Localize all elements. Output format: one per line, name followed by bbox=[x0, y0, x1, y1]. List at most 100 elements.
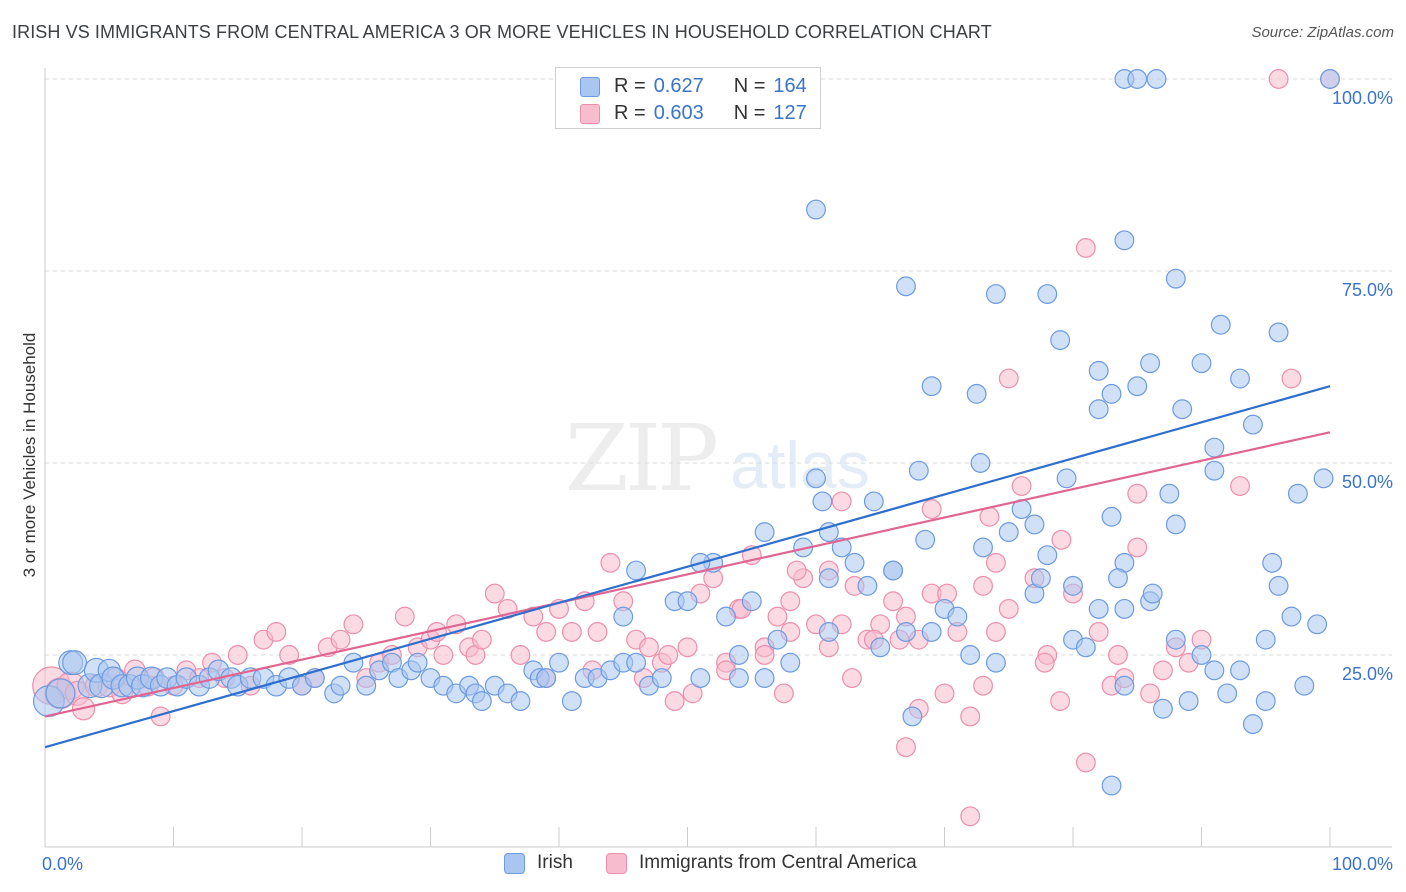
central-america-point bbox=[484, 583, 505, 604]
irish-point bbox=[1114, 230, 1135, 251]
central-america-trend-line bbox=[44, 431, 1331, 718]
irish-point bbox=[651, 668, 672, 688]
irish-point bbox=[754, 522, 775, 543]
r-label: R = bbox=[614, 102, 646, 124]
central-america-point bbox=[1108, 645, 1128, 665]
irish-point bbox=[1127, 69, 1148, 89]
central-america-point bbox=[1140, 683, 1161, 704]
irish-point bbox=[966, 383, 987, 404]
irish-point bbox=[1050, 330, 1071, 351]
irish-legend-label: Irish bbox=[537, 852, 573, 873]
irish-point bbox=[1191, 353, 1212, 374]
tick-labels: 25.0% 50.0% 75.0% 100.0% 0.0% 100.0% bbox=[42, 88, 1393, 874]
irish-point bbox=[870, 637, 891, 658]
irish-point bbox=[1262, 552, 1283, 573]
central-america-point bbox=[973, 575, 994, 596]
irish-point bbox=[1268, 322, 1289, 343]
grid-lines bbox=[45, 78, 1392, 656]
central-america-point bbox=[1127, 483, 1148, 504]
irish-r-value: 0.627 bbox=[653, 75, 704, 97]
irish-point bbox=[818, 622, 839, 642]
irish-point bbox=[921, 622, 942, 642]
y-axis-title: 3 or more Vehicles in Household bbox=[20, 332, 39, 578]
chart-title: IRISH VS IMMIGRANTS FROM CENTRAL AMERICA… bbox=[12, 22, 992, 42]
irish-point bbox=[1056, 468, 1077, 489]
central-america-point bbox=[1011, 476, 1032, 496]
central-america-r-value: 0.603 bbox=[653, 102, 704, 124]
irish-point bbox=[1178, 691, 1199, 712]
central-america-point bbox=[536, 622, 557, 642]
irish-point bbox=[1024, 514, 1045, 535]
central-america-point bbox=[1152, 660, 1173, 681]
irish-point bbox=[549, 652, 569, 673]
irish-point bbox=[1242, 714, 1263, 735]
irish-point bbox=[613, 606, 634, 627]
legend-row-central-america: R = 0.603 N = 127 bbox=[580, 102, 853, 125]
irish-point bbox=[970, 453, 991, 473]
central-america-point bbox=[561, 622, 582, 642]
central-america-point bbox=[677, 637, 698, 658]
central-america-point bbox=[979, 506, 1000, 527]
central-america-point bbox=[1281, 368, 1302, 389]
irish-point bbox=[896, 622, 916, 642]
irish-point bbox=[998, 522, 1019, 543]
irish-point bbox=[1146, 69, 1167, 89]
central-america-point bbox=[780, 591, 801, 612]
central-america-point bbox=[754, 645, 775, 665]
central-america-point bbox=[773, 683, 794, 704]
irish-point bbox=[356, 675, 377, 696]
irish-point bbox=[754, 668, 775, 688]
n-label: N = bbox=[733, 102, 766, 124]
y-tick-label: 25.0% bbox=[1342, 664, 1393, 684]
irish-point bbox=[1159, 483, 1180, 504]
central-america-point bbox=[639, 637, 659, 658]
central-america-point bbox=[510, 645, 531, 665]
central-america-point bbox=[998, 598, 1019, 619]
irish-legend-swatch bbox=[504, 852, 525, 874]
central-america-point bbox=[266, 622, 287, 642]
central-america-point bbox=[1075, 238, 1096, 258]
central-america-point bbox=[394, 606, 415, 627]
irish-point bbox=[330, 675, 351, 696]
irish-point bbox=[857, 575, 878, 596]
irish-point bbox=[1210, 314, 1231, 335]
central-america-point bbox=[985, 552, 1006, 573]
central-america-point bbox=[1268, 69, 1289, 89]
legend-item-irish[interactable]: Irish bbox=[504, 852, 573, 874]
irish-point bbox=[1230, 368, 1251, 389]
legend-item-central-america[interactable]: Immigrants from Central America bbox=[606, 852, 917, 874]
irish-point bbox=[1204, 660, 1225, 681]
irish-point bbox=[985, 652, 1006, 673]
irish-point bbox=[844, 552, 865, 573]
irish-point bbox=[1255, 691, 1276, 712]
irish-point bbox=[806, 199, 826, 220]
r-label: R = bbox=[614, 75, 646, 97]
irish-point bbox=[973, 537, 994, 558]
central-america-point bbox=[842, 668, 862, 688]
irish-point bbox=[741, 591, 762, 612]
central-america-point bbox=[960, 706, 981, 727]
irish-point bbox=[1217, 683, 1238, 704]
trend-lines bbox=[44, 385, 1331, 749]
central-america-swatch bbox=[580, 103, 600, 124]
irish-point bbox=[510, 691, 531, 712]
irish-point bbox=[1088, 399, 1109, 420]
irish-point bbox=[471, 691, 492, 712]
legend-row-irish: R = 0.627 N = 164 bbox=[580, 75, 853, 98]
central-america-point bbox=[998, 368, 1019, 389]
irish-point bbox=[902, 706, 923, 727]
irish-point bbox=[921, 376, 942, 397]
irish-point bbox=[1142, 583, 1163, 604]
irish-point bbox=[1075, 637, 1096, 658]
n-label: N = bbox=[733, 75, 766, 97]
central-america-point bbox=[279, 645, 300, 665]
irish-point bbox=[1140, 353, 1161, 374]
irish-point bbox=[1101, 383, 1122, 404]
y-tick-label: 75.0% bbox=[1342, 280, 1393, 300]
irish-point bbox=[716, 606, 737, 627]
x-tick-label-max: 100.0% bbox=[1332, 854, 1393, 874]
irish-point bbox=[767, 629, 788, 650]
irish-point bbox=[1268, 575, 1289, 596]
irish-point bbox=[1294, 675, 1315, 696]
